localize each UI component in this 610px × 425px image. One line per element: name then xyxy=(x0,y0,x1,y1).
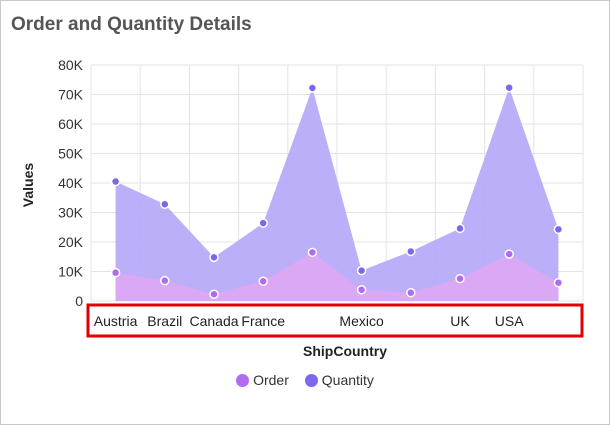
legend-item-quantity[interactable]: Quantity xyxy=(304,372,374,388)
x-tick-label: Austria xyxy=(94,313,138,329)
marker-order xyxy=(258,276,268,286)
y-tick-label: 10K xyxy=(58,264,84,280)
x-tick-label: USA xyxy=(495,313,524,329)
legend-swatch-quantity xyxy=(304,373,318,387)
marker-order xyxy=(406,287,416,298)
legend-swatch-order xyxy=(236,373,250,387)
marker-order xyxy=(160,275,170,286)
marker-quantity xyxy=(504,82,514,93)
chart-legend: Order Quantity xyxy=(0,372,610,390)
y-tick-label: 30K xyxy=(58,205,84,221)
x-axis-ticks: Austria Brazil Canada France Mexico UK USA xyxy=(94,313,524,329)
y-axis-label: Values xyxy=(20,163,36,208)
highlight-box xyxy=(86,303,584,338)
marker-quantity xyxy=(307,83,318,93)
marker-quantity xyxy=(258,218,268,228)
y-tick-label: 50K xyxy=(58,146,84,162)
chart-title: Order and Quantity Details xyxy=(11,14,252,35)
y-tick-label: 70K xyxy=(58,87,84,103)
marker-order xyxy=(504,249,514,259)
legend-label-order: Order xyxy=(253,372,289,388)
x-tick-label: UK xyxy=(450,313,470,329)
marker-quantity xyxy=(406,246,416,257)
marker-quantity xyxy=(209,252,219,263)
series-markers xyxy=(110,82,564,299)
marker-order xyxy=(553,277,564,288)
marker-order xyxy=(455,273,465,284)
x-tick-label: Brazil xyxy=(147,313,182,329)
x-tick-label: France xyxy=(241,313,285,329)
marker-quantity xyxy=(455,223,465,234)
marker-order xyxy=(356,285,367,295)
marker-quantity xyxy=(110,176,121,187)
x-tick-label: Mexico xyxy=(339,313,384,329)
y-tick-label: 20K xyxy=(58,234,84,250)
y-axis-ticks: 0 10K 20K 30K 40K 50K 60K 70K 80K xyxy=(58,57,84,309)
area-order xyxy=(115,252,559,301)
x-axis-label: ShipCountry xyxy=(303,343,387,359)
marker-quantity xyxy=(553,224,564,235)
x-tick-label: Canada xyxy=(189,313,238,329)
marker-order xyxy=(307,247,318,258)
area-quantity xyxy=(115,87,559,301)
y-tick-label: 80K xyxy=(58,57,84,73)
y-tick-label: 60K xyxy=(58,116,84,132)
y-tick-label: 40K xyxy=(58,175,84,191)
marker-quantity xyxy=(356,265,367,276)
y-tick-label: 0 xyxy=(75,293,83,309)
marker-order xyxy=(209,289,219,299)
legend-label-quantity: Quantity xyxy=(321,372,374,388)
marker-quantity xyxy=(160,199,170,209)
series-areas xyxy=(115,87,559,301)
legend-item-order[interactable]: Order xyxy=(236,372,289,388)
marker-order xyxy=(110,267,121,278)
